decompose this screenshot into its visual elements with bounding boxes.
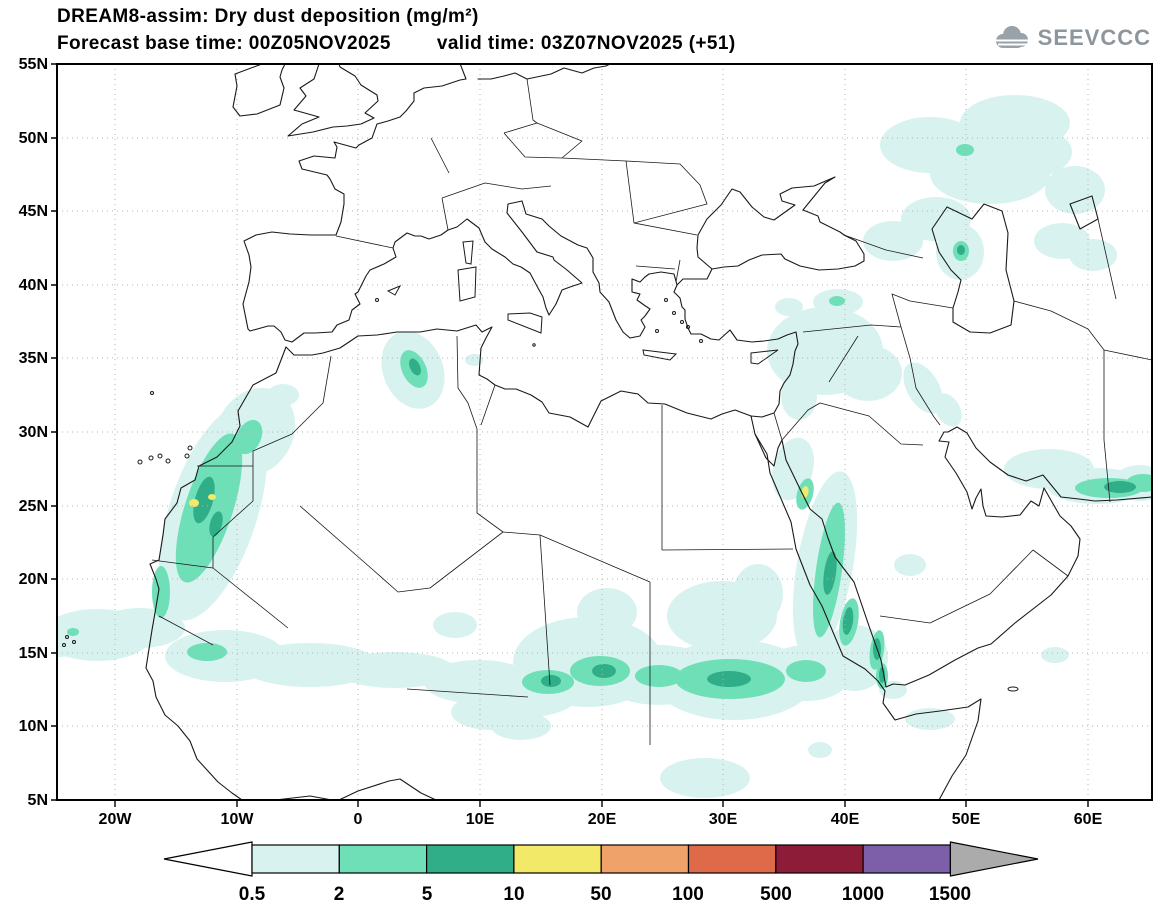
lat-label: 35N bbox=[19, 350, 48, 367]
colorbar-tick-label: 100 bbox=[672, 884, 704, 905]
colorbar-tick-label: 0.5 bbox=[239, 884, 266, 905]
lon-label: 60E bbox=[1074, 811, 1103, 828]
lat-label: 50N bbox=[19, 130, 48, 147]
lat-label: 25N bbox=[19, 498, 48, 515]
colorbar-left-arrow bbox=[163, 841, 253, 877]
colorbar-segment bbox=[251, 844, 340, 874]
lon-axis-labels: 20W 10W 0 10E 20E 30E 40E 50E 60E bbox=[99, 811, 1103, 828]
lat-label: 45N bbox=[19, 203, 48, 220]
islands bbox=[62, 240, 1019, 692]
lon-label: 10E bbox=[466, 811, 495, 828]
lat-label: 40N bbox=[19, 277, 48, 294]
figure-subtitle: Forecast base time: 00Z05NOV2025 valid t… bbox=[57, 33, 736, 55]
colorbar-tick-label: 1000 bbox=[842, 884, 884, 905]
lat-label: 30N bbox=[19, 424, 48, 441]
colorbar-segment bbox=[600, 844, 690, 874]
colorbar-segment bbox=[775, 844, 864, 874]
seevccc-logo: SEEVCCC bbox=[991, 24, 1151, 52]
colorbar-tick-label: 10 bbox=[503, 884, 524, 905]
lon-label: 20W bbox=[99, 811, 133, 828]
dust-shading bbox=[57, 95, 1152, 798]
lat-label: 10N bbox=[19, 718, 48, 735]
country-borders bbox=[151, 78, 1152, 745]
lon-label: 10W bbox=[221, 811, 255, 828]
lon-label: 40E bbox=[831, 811, 860, 828]
lat-axis-labels: 55N 50N 45N 40N 35N 30N 25N 20N 15N 10N … bbox=[19, 56, 48, 809]
lat-label: 55N bbox=[19, 56, 48, 73]
colorbar-tick-label: 5 bbox=[422, 884, 433, 905]
colorbar-tick-label: 50 bbox=[590, 884, 611, 905]
figure-header: DREAM8-assim: Dry dust deposition (mg/m²… bbox=[57, 6, 736, 55]
lat-label: 15N bbox=[19, 645, 48, 662]
lat-label: 5N bbox=[28, 792, 48, 809]
figure-title: DREAM8-assim: Dry dust deposition (mg/m²… bbox=[57, 6, 479, 27]
axis-ticks bbox=[51, 63, 1089, 807]
forecast-base-time: Forecast base time: 00Z05NOV2025 bbox=[57, 33, 391, 54]
colorbar-segment bbox=[862, 844, 951, 874]
cloud-icon bbox=[993, 26, 1029, 48]
lat-label: 20N bbox=[19, 571, 48, 588]
colorbar-tick-label: 1500 bbox=[929, 884, 971, 905]
colorbar-tick-label: 500 bbox=[760, 884, 792, 905]
valid-time: valid time: 03Z07NOV2025 (+51) bbox=[436, 33, 736, 54]
colorbar-segment bbox=[338, 844, 428, 874]
colorbar-segment bbox=[426, 844, 515, 874]
colorbar-tick-labels: 0.5 2 5 10 50 100 500 1000 1500 bbox=[239, 884, 971, 905]
lon-label: 20E bbox=[588, 811, 617, 828]
lon-label: 0 bbox=[354, 811, 363, 828]
colorbar: 0.5 2 5 10 50 100 500 1000 1500 bbox=[163, 841, 1039, 905]
lon-label: 30E bbox=[709, 811, 738, 828]
logo-text: SEEVCCC bbox=[1037, 25, 1151, 50]
lon-label: 50E bbox=[952, 811, 981, 828]
colorbar-tick-label: 2 bbox=[334, 884, 345, 905]
colorbar-right-arrow bbox=[949, 841, 1039, 877]
colorbar-segment bbox=[687, 844, 777, 874]
colorbar-segment bbox=[513, 844, 602, 874]
